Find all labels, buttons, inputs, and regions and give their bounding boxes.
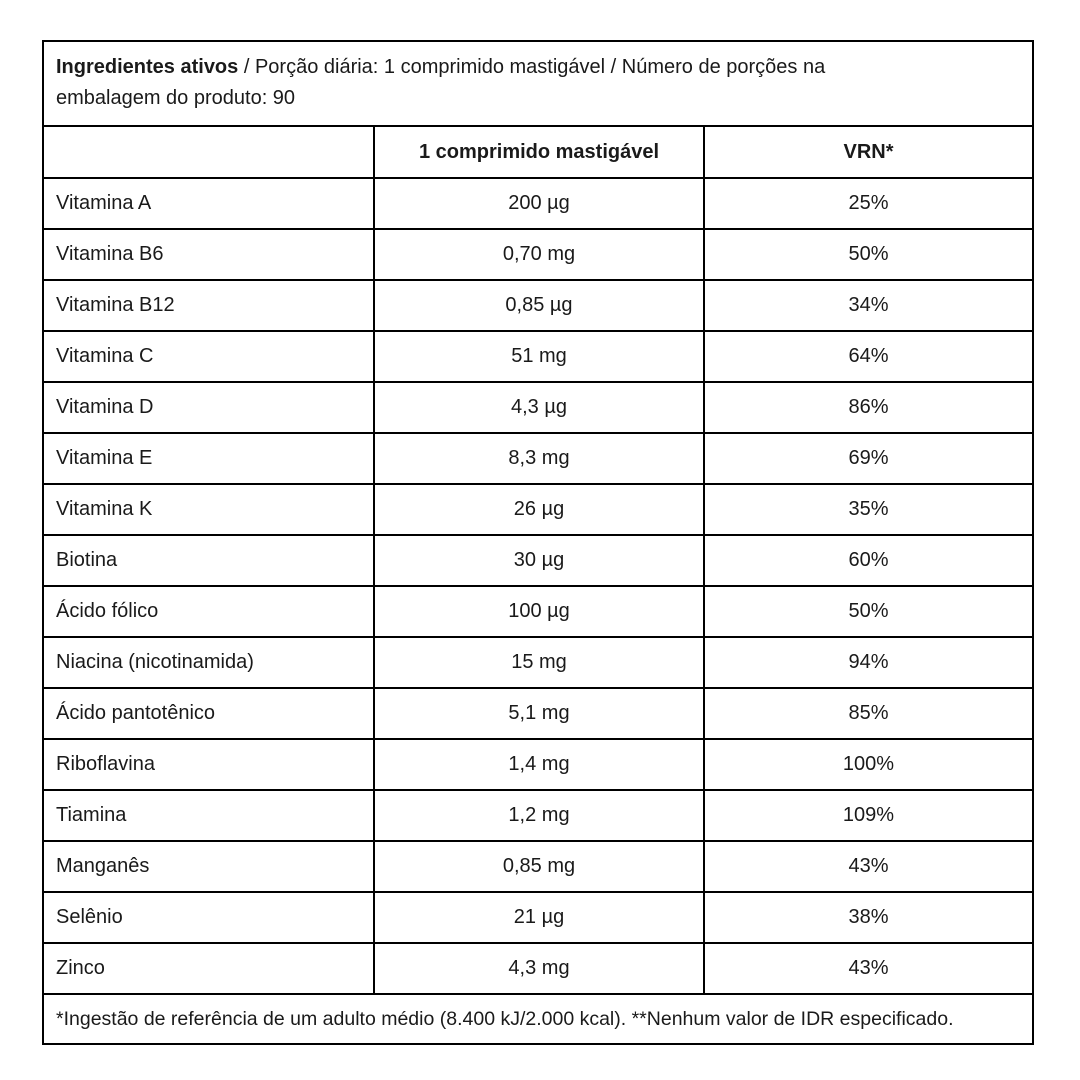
ingredient-amount: 26 µg (373, 483, 705, 536)
column-header-amount: 1 comprimido mastigável (373, 125, 705, 179)
table-row: Vitamina E 8,3 mg 69% (42, 432, 1035, 485)
table-row: Selênio 21 µg 38% (42, 891, 1035, 944)
ingredient-vrn: 60% (702, 534, 1035, 587)
table-row: Zinco 4,3 mg 43% (42, 942, 1035, 995)
ingredient-name: Niacina (nicotinamida) (42, 636, 375, 689)
ingredient-vrn: 43% (702, 942, 1035, 995)
ingredient-amount: 5,1 mg (373, 687, 705, 740)
column-header-ingredient (42, 125, 375, 179)
table-row: Ácido pantotênico 5,1 mg 85% (42, 687, 1035, 740)
table-row: Vitamina A 200 µg 25% (42, 177, 1035, 230)
ingredient-name: Vitamina B12 (42, 279, 375, 332)
table-row: Tiamina 1,2 mg 109% (42, 789, 1035, 842)
ingredient-amount: 15 mg (373, 636, 705, 689)
ingredient-vrn: 50% (702, 228, 1035, 281)
ingredient-amount: 4,3 mg (373, 942, 705, 995)
ingredient-vrn: 50% (702, 585, 1035, 638)
ingredient-amount: 1,2 mg (373, 789, 705, 842)
ingredient-vrn: 86% (702, 381, 1035, 434)
table-row: Vitamina B12 0,85 µg 34% (42, 279, 1035, 332)
ingredient-vrn: 109% (702, 789, 1035, 842)
table-row: Biotina 30 µg 60% (42, 534, 1035, 587)
table-subtitle-line2: embalagem do produto: 90 (56, 86, 296, 109)
table-row: Niacina (nicotinamida) 15 mg 94% (42, 636, 1035, 689)
ingredient-vrn: 64% (702, 330, 1035, 383)
ingredient-name: Vitamina E (42, 432, 375, 485)
ingredient-name: Vitamina B6 (42, 228, 375, 281)
ingredient-name: Vitamina K (42, 483, 375, 536)
ingredient-name: Biotina (42, 534, 375, 587)
ingredient-name: Manganês (42, 840, 375, 893)
ingredient-amount: 30 µg (373, 534, 705, 587)
table-header: Ingredientes ativos / Porção diária: 1 c… (41, 40, 1035, 179)
ingredient-amount: 0,85 mg (373, 840, 705, 893)
table-row: Vitamina K 26 µg 35% (42, 483, 1035, 536)
ingredient-name: Vitamina C (42, 330, 375, 383)
ingredient-amount: 0,70 mg (373, 228, 705, 281)
ingredient-amount: 8,3 mg (373, 432, 705, 485)
table-row: Vitamina C 51 mg 64% (42, 330, 1035, 383)
table-footer: *Ingestão de referência de um adulto méd… (41, 993, 1035, 1045)
ingredient-vrn: 85% (702, 687, 1035, 740)
ingredients-body: Vitamina A 200 µg 25% Vitamina B6 0,70 m… (42, 177, 1035, 995)
ingredient-name: Riboflavina (42, 738, 375, 791)
ingredient-vrn: 35% (702, 483, 1035, 536)
table-row: Manganês 0,85 mg 43% (42, 840, 1035, 893)
footnote-row: *Ingestão de referência de um adulto méd… (41, 993, 1035, 1045)
column-header-row: 1 comprimido mastigável VRN* (42, 125, 1035, 179)
ingredient-amount: 200 µg (373, 177, 705, 230)
table-row: Vitamina B6 0,70 mg 50% (42, 228, 1035, 281)
footnote-text: *Ingestão de referência de um adulto méd… (41, 993, 1035, 1045)
ingredient-vrn: 25% (702, 177, 1035, 230)
ingredient-amount: 100 µg (373, 585, 705, 638)
nutrition-table: Ingredientes ativos / Porção diária: 1 c… (41, 40, 1035, 1045)
ingredient-amount: 51 mg (373, 330, 705, 383)
ingredient-vrn: 94% (702, 636, 1035, 689)
title-band-cell: Ingredientes ativos / Porção diária: 1 c… (41, 40, 1035, 127)
ingredient-vrn: 38% (702, 891, 1035, 944)
ingredient-name: Selênio (42, 891, 375, 944)
table-row: Ácido fólico 100 µg 50% (42, 585, 1035, 638)
ingredient-name: Tiamina (42, 789, 375, 842)
title-band-row: Ingredientes ativos / Porção diária: 1 c… (41, 40, 1035, 127)
table-row: Vitamina D 4,3 µg 86% (42, 381, 1035, 434)
table-subtitle-line1: / Porção diária: 1 comprimido mastigável… (238, 55, 826, 78)
ingredient-vrn: 69% (702, 432, 1035, 485)
ingredient-name: Vitamina D (42, 381, 375, 434)
table-row: Riboflavina 1,4 mg 100% (42, 738, 1035, 791)
ingredient-amount: 1,4 mg (373, 738, 705, 791)
ingredient-amount: 4,3 µg (373, 381, 705, 434)
table-title: Ingredientes ativos (56, 55, 239, 78)
column-header-vrn: VRN* (702, 125, 1035, 179)
ingredient-vrn: 100% (702, 738, 1035, 791)
ingredient-name: Vitamina A (42, 177, 375, 230)
ingredient-amount: 21 µg (373, 891, 705, 944)
ingredient-vrn: 34% (702, 279, 1035, 332)
ingredient-amount: 0,85 µg (373, 279, 705, 332)
ingredient-name: Ácido fólico (42, 585, 375, 638)
ingredient-name: Zinco (42, 942, 375, 995)
ingredient-name: Ácido pantotênico (42, 687, 375, 740)
ingredient-vrn: 43% (702, 840, 1035, 893)
supplement-facts-sheet: Ingredientes ativos / Porção diária: 1 c… (41, 40, 1035, 1045)
